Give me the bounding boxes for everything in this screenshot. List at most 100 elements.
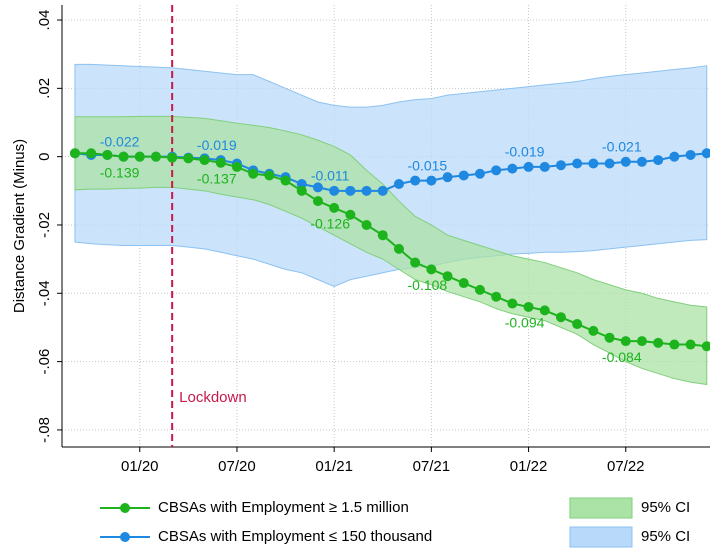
data-point [102,149,113,160]
point-label: -0.094 [505,315,545,331]
point-label: -0.126 [310,216,350,232]
data-point [669,151,680,162]
point-label: -0.084 [602,349,642,365]
data-point [296,185,307,196]
point-label: -0.019 [505,144,545,160]
point-label: -0.019 [197,137,237,153]
data-point [393,243,404,254]
data-point [150,151,161,162]
data-point [280,175,291,186]
data-point [685,149,696,160]
point-label: -0.137 [197,171,237,187]
point-label: -0.108 [408,277,448,293]
y-tick-label: -.02 [36,212,53,238]
data-point [491,291,502,302]
data-point [296,178,307,189]
x-tick-label: 07/22 [607,458,645,475]
data-point [474,284,485,295]
data-point [410,257,421,268]
data-point [442,271,453,282]
data-point [86,148,97,159]
legend-marker [120,503,130,513]
y-tick-label: -.06 [36,349,53,375]
point-label: -0.022 [100,133,140,149]
legend-swatch [569,526,633,548]
data-point [507,163,518,174]
data-point [653,155,664,166]
data-point [329,185,340,196]
data-point [539,161,550,172]
data-point [701,148,710,159]
x-tick-label: 07/21 [413,458,451,475]
data-point [312,182,323,193]
data-point [588,325,599,336]
y-tick-label: 0 [36,152,53,160]
legend-swatch [569,497,633,519]
data-point [426,175,437,186]
data-point [134,151,145,162]
data-point [636,336,647,347]
point-label: -0.139 [100,164,140,180]
data-point [393,178,404,189]
y-axis-title: Distance Gradient (Minus) [11,139,28,313]
data-point [345,209,356,220]
data-point [361,185,372,196]
data-point [701,341,710,352]
data-point [377,230,388,241]
data-point [604,158,615,169]
legend-label: CBSAs with Employment ≥ 1.5 million [158,499,409,516]
y-tick-label: -.04 [36,280,53,306]
data-point [669,339,680,350]
data-point [215,157,226,168]
data-point [620,336,631,347]
x-tick-label: 01/20 [121,458,159,475]
series-line [74,152,707,348]
data-point [507,298,518,309]
ci-band [74,115,708,386]
data-point [458,278,469,289]
data-point [620,156,631,167]
legend-label: 95% CI [641,499,690,516]
legend-label: CBSAs with Employment ≤ 150 thousand [158,528,432,545]
data-point [410,175,421,186]
data-point [685,339,696,350]
data-point [361,219,372,230]
data-point [555,160,566,171]
legend-marker [120,532,130,542]
y-tick-label: .02 [36,78,53,99]
data-point [69,148,80,159]
data-point [167,152,178,163]
x-tick-label: 01/22 [510,458,548,475]
data-point [474,168,485,179]
point-label: -0.021 [602,138,642,154]
data-point [329,202,340,213]
data-point [377,185,388,196]
data-point [539,305,550,316]
data-point [555,312,566,323]
y-tick-label: .04 [36,10,53,31]
data-point [231,161,242,172]
data-point [248,168,259,179]
lockdown-label: Lockdown [179,389,247,406]
data-point [442,172,453,183]
legend-label: 95% CI [641,528,690,545]
data-point [345,185,356,196]
y-tick-label: -.08 [36,417,53,443]
data-point [183,153,194,164]
point-label: -0.011 [311,168,350,184]
data-point [604,332,615,343]
data-point [523,301,534,312]
data-point [572,158,583,169]
data-point [588,158,599,169]
data-point [491,165,502,176]
data-point [264,170,275,181]
data-point [426,264,437,275]
ci-band [74,63,708,288]
data-point [458,170,469,181]
data-point [572,319,583,330]
data-point [118,151,129,162]
point-label: -0.015 [408,157,448,173]
x-tick-label: 01/21 [315,458,353,475]
x-tick-label: 07/20 [218,458,256,475]
